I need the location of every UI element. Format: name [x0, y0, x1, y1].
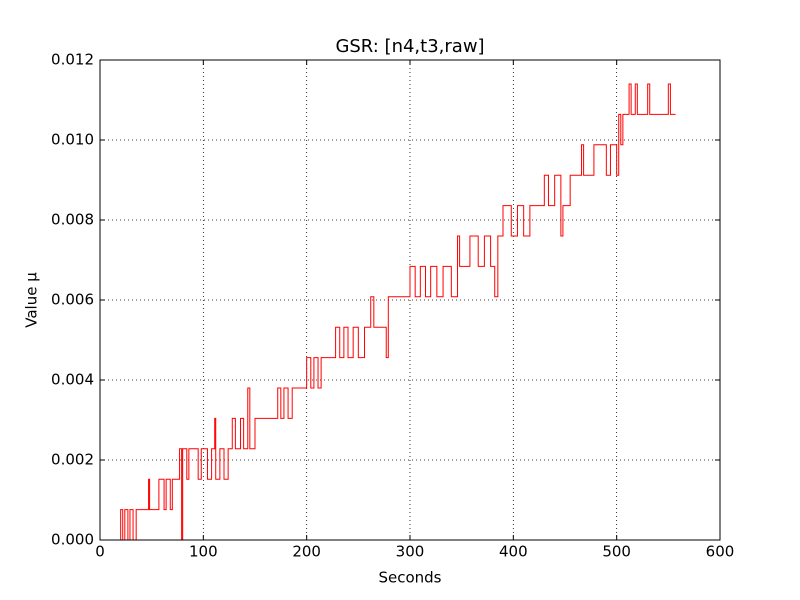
- plot-frame: [99, 59, 721, 541]
- y-tick-label: 0.008: [51, 211, 94, 229]
- x-tick-label: 100: [189, 543, 218, 561]
- x-tick-label: 600: [706, 543, 735, 561]
- y-axis-label: Value µ: [23, 272, 41, 328]
- y-tick-label: 0.004: [51, 371, 94, 389]
- x-axis-label: Seconds: [378, 569, 441, 587]
- y-tick-label: 0.002: [51, 451, 94, 469]
- y-tick-label: 0.006: [51, 291, 94, 309]
- y-tick-label: 0.000: [51, 531, 94, 549]
- x-tick-label: 0: [95, 543, 105, 561]
- y-tick-label: 0.012: [51, 51, 94, 69]
- x-tick-label: 200: [292, 543, 321, 561]
- chart-title: GSR: [n4,t3,raw]: [335, 36, 484, 57]
- x-tick-label: 400: [499, 543, 528, 561]
- x-tick-label: 300: [396, 543, 425, 561]
- x-tick-label: 500: [602, 543, 631, 561]
- y-tick-label: 0.010: [51, 131, 94, 149]
- data-line: [100, 83, 676, 541]
